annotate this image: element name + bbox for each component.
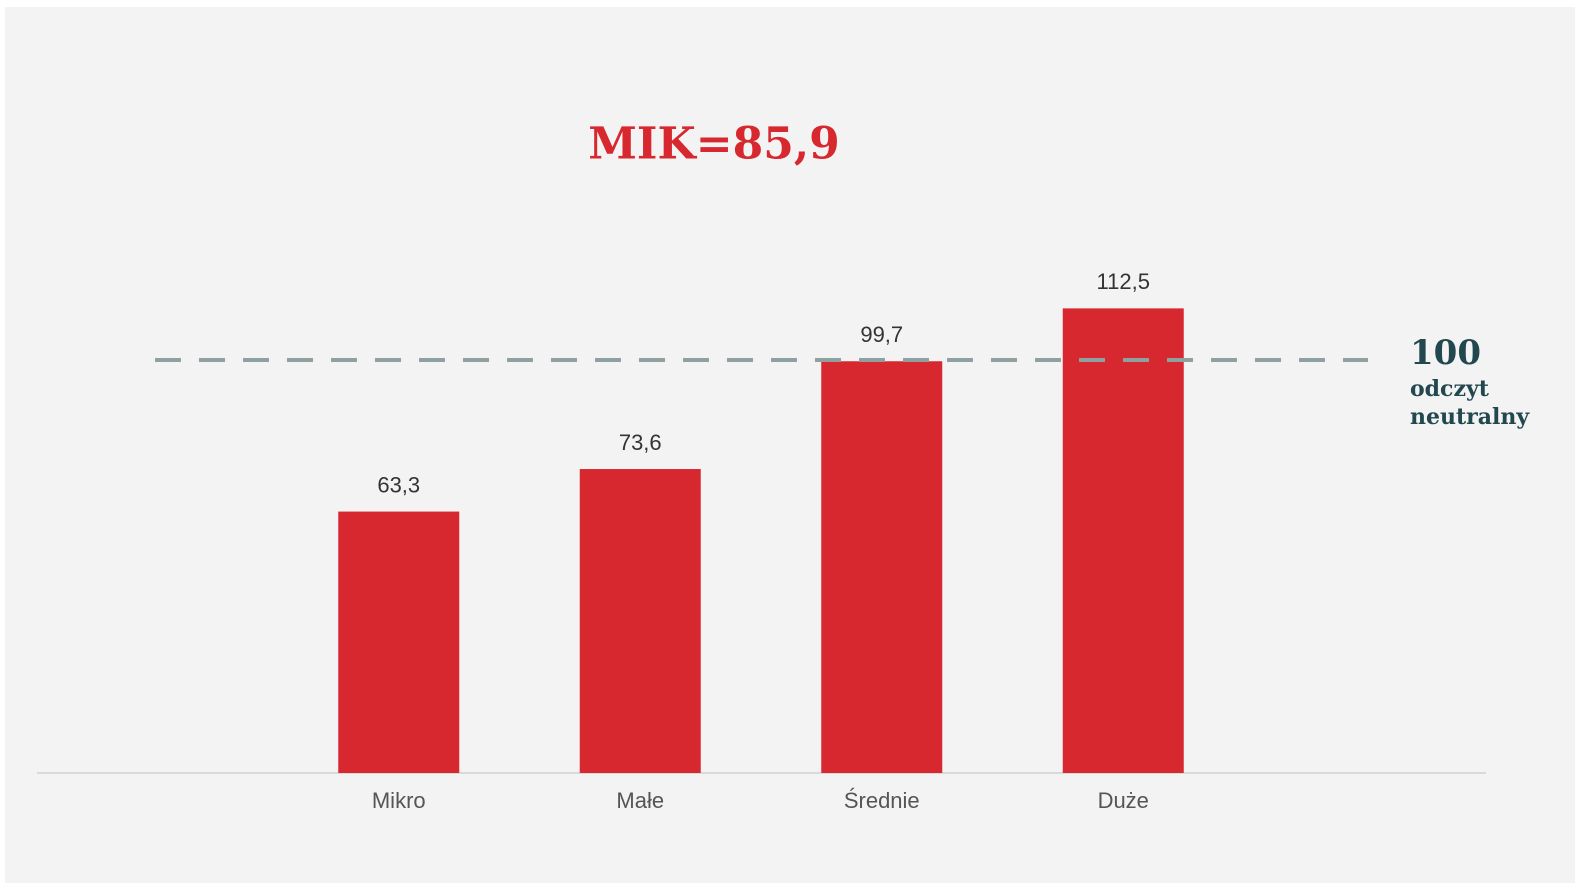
x-tick-label: Małe	[616, 788, 664, 813]
x-tick-label: Duże	[1098, 788, 1149, 813]
x-tick-label: Średnie	[844, 788, 920, 813]
bar	[821, 361, 943, 773]
value-label: 99,7	[860, 322, 903, 347]
chart-background	[5, 7, 1575, 883]
bar	[579, 469, 701, 773]
value-label: 112,5	[1097, 269, 1150, 294]
chart-title: MIK=85,9	[588, 119, 840, 170]
reference-label: neutralny	[1410, 404, 1530, 430]
reference-label: odczyt	[1410, 376, 1490, 402]
x-tick-label: Mikro	[372, 788, 426, 813]
reference-value: 100	[1410, 333, 1481, 373]
value-label: 63,3	[377, 472, 420, 497]
bar	[338, 511, 460, 773]
bar	[1062, 308, 1184, 773]
value-label: 73,6	[619, 430, 662, 455]
